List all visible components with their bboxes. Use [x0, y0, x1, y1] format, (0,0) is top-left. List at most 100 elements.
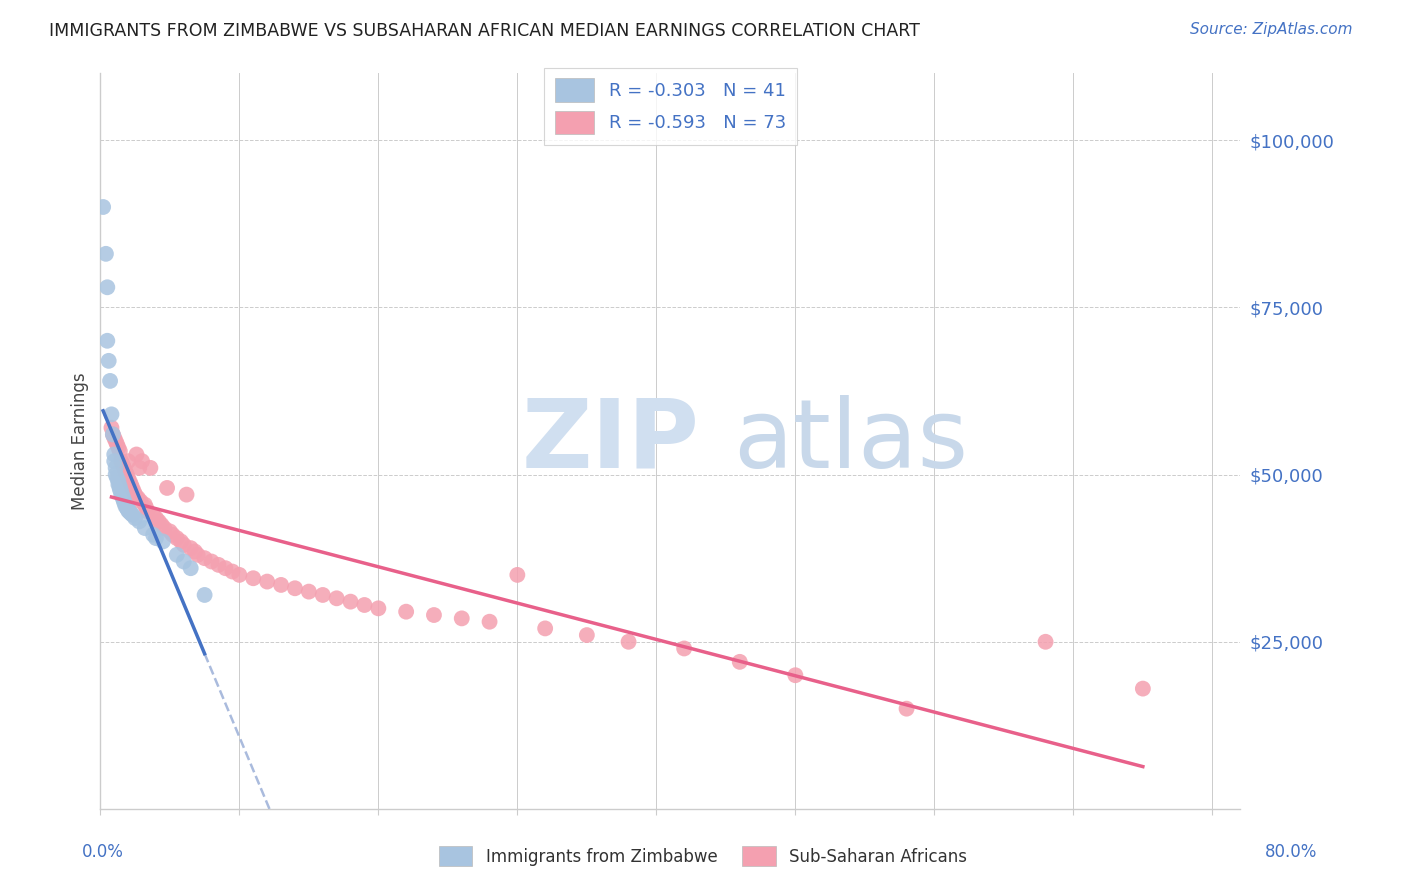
Point: [111, 491, 134, 505]
Point: [152, 534, 174, 549]
Point: [110, 454, 132, 468]
Point: [114, 464, 136, 478]
Point: [284, 581, 307, 595]
Point: [97, 354, 120, 368]
Point: [200, 555, 222, 569]
Point: [107, 477, 129, 491]
Text: 0.0%: 0.0%: [82, 843, 124, 861]
Point: [153, 521, 176, 535]
Point: [117, 454, 139, 468]
Point: [120, 507, 142, 521]
Point: [214, 561, 236, 575]
Text: Source: ZipAtlas.com: Source: ZipAtlas.com: [1189, 22, 1353, 37]
Point: [134, 498, 156, 512]
Point: [173, 538, 195, 552]
Point: [135, 501, 157, 516]
Point: [118, 475, 141, 489]
Text: 80.0%: 80.0%: [1264, 843, 1317, 861]
Point: [162, 528, 184, 542]
Point: [270, 578, 292, 592]
Point: [194, 588, 217, 602]
Point: [122, 484, 145, 499]
Point: [139, 461, 162, 475]
Point: [100, 408, 122, 422]
Point: [104, 467, 127, 482]
Point: [207, 558, 229, 572]
Point: [134, 521, 156, 535]
Point: [107, 475, 129, 489]
Point: [104, 461, 127, 475]
Point: [145, 531, 167, 545]
Point: [96, 280, 118, 294]
Point: [96, 334, 118, 348]
Point: [103, 454, 125, 468]
Point: [98, 374, 121, 388]
Point: [575, 628, 598, 642]
Point: [100, 421, 122, 435]
Point: [367, 601, 389, 615]
Point: [325, 591, 347, 606]
Point: [136, 504, 159, 518]
Point: [785, 668, 807, 682]
Point: [673, 641, 696, 656]
Point: [110, 488, 132, 502]
Point: [125, 448, 148, 462]
Point: [111, 458, 134, 472]
Point: [108, 444, 131, 458]
Point: [221, 565, 243, 579]
Point: [114, 497, 136, 511]
Point: [121, 508, 143, 522]
Point: [166, 531, 188, 545]
Point: [117, 502, 139, 516]
Point: [173, 555, 195, 569]
Point: [115, 467, 138, 482]
Point: [120, 477, 142, 491]
Point: [228, 568, 250, 582]
Point: [145, 511, 167, 525]
Point: [117, 471, 139, 485]
Point: [124, 488, 146, 502]
Point: [105, 471, 128, 485]
Point: [142, 528, 165, 542]
Point: [256, 574, 278, 589]
Point: [506, 568, 529, 582]
Point: [94, 247, 117, 261]
Point: [534, 621, 557, 635]
Point: [142, 508, 165, 522]
Point: [128, 515, 150, 529]
Point: [111, 489, 134, 503]
Point: [166, 548, 188, 562]
Text: IMMIGRANTS FROM ZIMBABWE VS SUBSAHARAN AFRICAN MEDIAN EARNINGS CORRELATION CHART: IMMIGRANTS FROM ZIMBABWE VS SUBSAHARAN A…: [49, 22, 920, 40]
Point: [124, 511, 146, 525]
Point: [112, 461, 135, 475]
Point: [478, 615, 501, 629]
Point: [170, 534, 193, 549]
Point: [339, 594, 361, 608]
Point: [108, 483, 131, 497]
Point: [131, 454, 153, 468]
Point: [91, 200, 114, 214]
Point: [728, 655, 751, 669]
Point: [156, 481, 179, 495]
Point: [148, 515, 170, 529]
Point: [159, 524, 181, 539]
Point: [129, 494, 152, 508]
Point: [108, 480, 131, 494]
Point: [107, 441, 129, 455]
Point: [150, 517, 173, 532]
Point: [112, 493, 135, 508]
Point: [180, 561, 202, 575]
Point: [450, 611, 472, 625]
Point: [180, 541, 202, 556]
Point: [1035, 634, 1057, 648]
Point: [105, 437, 128, 451]
Point: [194, 551, 217, 566]
Point: [617, 634, 640, 648]
Point: [395, 605, 418, 619]
Legend: Immigrants from Zimbabwe, Sub-Saharan Africans: Immigrants from Zimbabwe, Sub-Saharan Af…: [432, 839, 974, 873]
Point: [115, 501, 138, 516]
Point: [103, 431, 125, 445]
Point: [312, 588, 335, 602]
Point: [118, 505, 141, 519]
Point: [117, 504, 139, 518]
